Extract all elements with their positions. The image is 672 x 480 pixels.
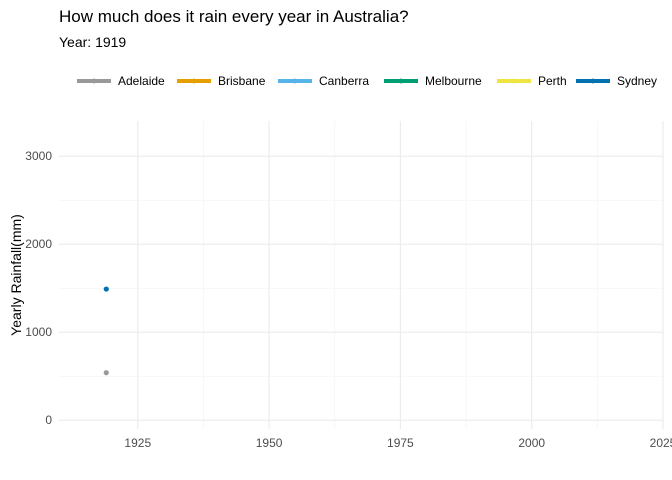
x-tick-label: 2000: [518, 436, 545, 450]
legend-label-adelaide: Adelaide: [118, 74, 165, 88]
chart-subtitle: Year: 1919: [59, 34, 127, 50]
legend-key-point: [91, 78, 97, 84]
data-point-adelaide: [103, 370, 109, 376]
legend-label-melbourne: Melbourne: [425, 74, 482, 88]
grid-major: [59, 121, 664, 429]
legend-label-perth: Perth: [538, 74, 567, 88]
chart-title: How much does it rain every year in Aust…: [59, 7, 409, 26]
legend-label-canberra: Canberra: [319, 74, 369, 88]
legend: Adelaide Brisbane Canberra Melbourne Perth Sy…: [77, 74, 657, 88]
legend-label-sydney: Sydney: [617, 74, 657, 88]
x-tick-label: 2025: [650, 436, 672, 450]
grid-minor: [59, 121, 663, 429]
y-tick-label: 1000: [25, 325, 52, 339]
x-tick-label: 1925: [124, 436, 151, 450]
y-axis-title: Yearly Rainfall(mm): [8, 214, 24, 336]
legend-key-point: [191, 78, 197, 84]
x-tick-label: 1975: [387, 436, 414, 450]
y-tick-label: 3000: [25, 149, 52, 163]
legend-key-point: [398, 78, 404, 84]
legend-label-brisbane: Brisbane: [218, 74, 266, 88]
y-tick-label: 0: [45, 413, 52, 427]
data-marks: [103, 286, 109, 376]
legend-key-point: [590, 78, 596, 84]
x-tick-label: 1950: [256, 436, 283, 450]
legend-key-point: [292, 78, 298, 84]
data-point-sydney: [103, 286, 109, 292]
y-tick-label: 2000: [25, 237, 52, 251]
tick-labels: 1925 1950 1975 2000 2025 0 1000 2000 3000: [25, 149, 672, 450]
legend-key-point: [511, 78, 517, 84]
